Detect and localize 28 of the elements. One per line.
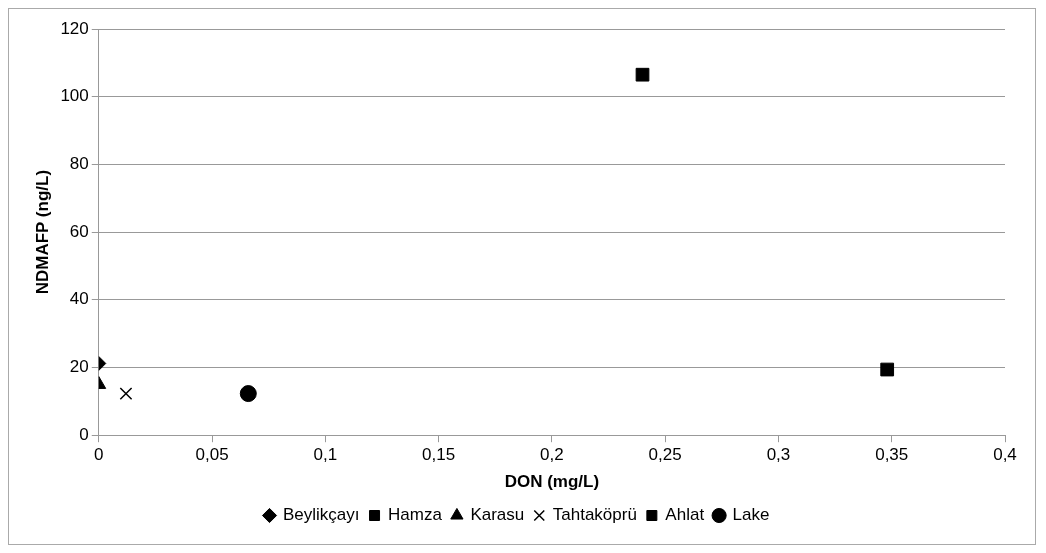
- x-tick-label: 0,3: [766, 445, 791, 465]
- x-tick-label: 0,25: [648, 445, 682, 465]
- y-tick-label: 100: [60, 86, 89, 106]
- y-tick-label: 0: [79, 424, 89, 444]
- x-tick-label: 0,2: [540, 445, 564, 465]
- y-tick-label: 80: [69, 154, 89, 174]
- y-tick-label: 60: [69, 221, 89, 241]
- legend-label: Ahlat: [665, 505, 705, 525]
- x-tick-label: 0,15: [422, 445, 456, 465]
- x-tick-label: 0: [94, 445, 104, 465]
- y-tick-label: 120: [60, 18, 89, 38]
- point: [880, 362, 895, 377]
- point: [635, 67, 650, 82]
- x-tick-label: 0,35: [875, 445, 909, 465]
- y-tick-label: 40: [69, 289, 89, 309]
- legend-label: Beylikçayı: [283, 505, 360, 525]
- point: [239, 385, 257, 403]
- legend-label: Tahtaköprü: [552, 505, 637, 525]
- x-tick-label: 0,05: [195, 445, 229, 465]
- legend-label: Lake: [732, 505, 770, 525]
- legend-label: Hamza: [388, 505, 443, 525]
- y-tick-label: 20: [69, 357, 89, 377]
- x-axis-title: DON (mg/L): [504, 472, 600, 492]
- x-tick-label: 0,4: [993, 445, 1017, 465]
- y-axis-title: NDMAFP (ng/L): [32, 169, 52, 295]
- legend-label: Karasu: [470, 505, 525, 525]
- x-tick-label: 0,1: [313, 445, 338, 465]
- point: [119, 387, 133, 400]
